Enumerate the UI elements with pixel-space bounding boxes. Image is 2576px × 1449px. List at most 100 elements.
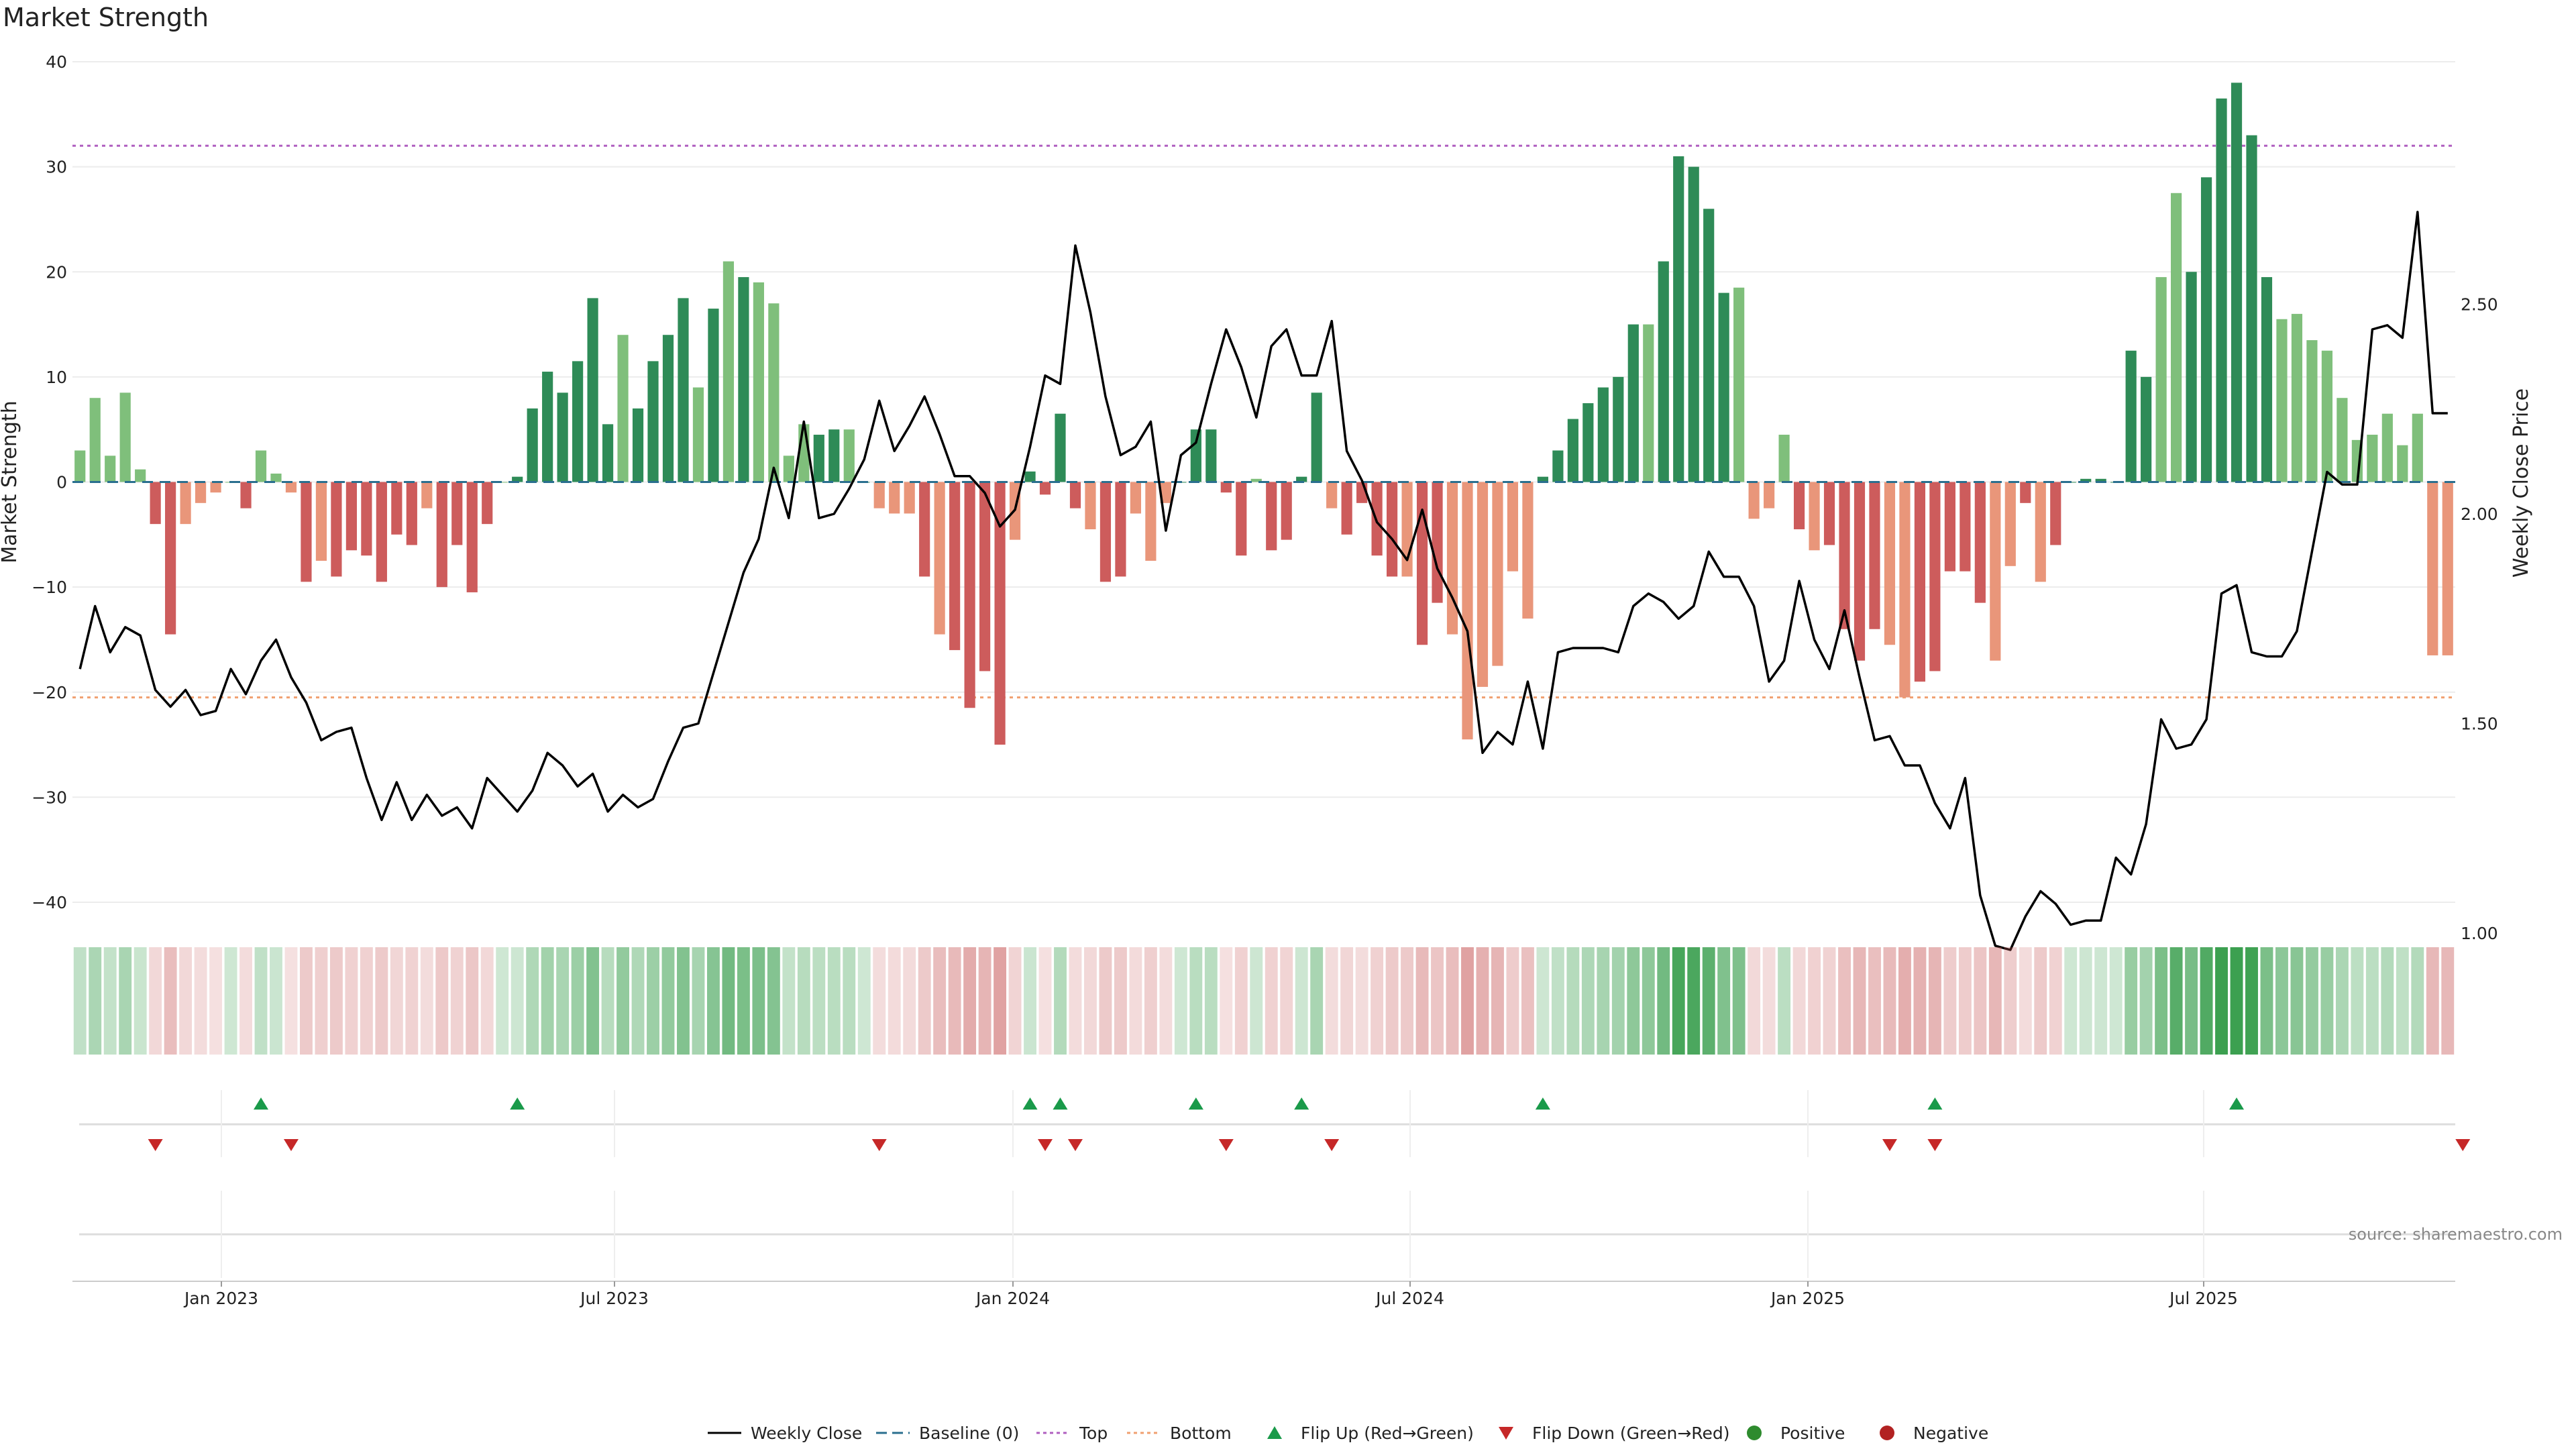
heatmap-cell <box>2139 947 2153 1055</box>
heatmap-cell <box>1250 947 1263 1055</box>
heatmap-cell <box>345 947 358 1055</box>
y-tick-label: 40 <box>46 52 67 72</box>
strength-bar <box>1311 392 1322 482</box>
heatmap-cell <box>1717 947 1731 1055</box>
strength-bar <box>2442 482 2453 655</box>
strength-bar <box>1145 482 1157 561</box>
flip-up-marker <box>510 1097 525 1110</box>
heatmap-cell <box>737 947 750 1055</box>
legend-label: Flip Up (Red→Green) <box>1301 1424 1474 1443</box>
heatmap-cell <box>1792 947 1806 1055</box>
legend-flip-down-icon <box>1499 1427 1513 1440</box>
weekly-close-line <box>78 211 2448 951</box>
strength-bar <box>391 482 402 535</box>
strength-bar <box>2276 319 2288 482</box>
flip-down-marker <box>1038 1139 1053 1151</box>
heatmap-cell <box>1234 947 1248 1055</box>
strength-bar <box>1281 482 1292 540</box>
strength-bar <box>602 424 614 482</box>
strength-bar <box>421 482 433 508</box>
strength-bar <box>1039 482 1051 495</box>
heatmap-cell <box>1204 947 1218 1055</box>
heatmap-cell <box>857 947 871 1055</box>
strength-bar <box>1718 292 1729 482</box>
strength-bar <box>722 261 735 482</box>
strength-bar <box>2367 435 2378 482</box>
heatmap-cell <box>2290 947 2304 1055</box>
heatmap-cell <box>1581 947 1595 1055</box>
heatmap-cell <box>300 947 313 1055</box>
heatmap-cell <box>209 947 223 1055</box>
strength-bar <box>1778 435 1790 482</box>
heatmap-cell <box>239 947 252 1055</box>
heatmap-cell <box>270 947 282 1055</box>
y2-tick-label: 1.00 <box>2461 924 2498 943</box>
strength-bar <box>572 361 584 482</box>
strength-bar <box>1492 482 1503 666</box>
heatmap-cell <box>903 947 916 1055</box>
strength-bar <box>1944 482 1955 572</box>
heatmap-cell <box>2441 947 2455 1055</box>
strength-bar <box>813 435 824 482</box>
heatmap-cell <box>1913 947 1927 1055</box>
strength-bar <box>919 482 930 577</box>
strength-bar <box>1160 482 1171 503</box>
y-tick-label: −30 <box>32 788 67 807</box>
heatmap-cell <box>1762 947 1776 1055</box>
heatmap-cell <box>767 947 780 1055</box>
heatmap-cell <box>1672 947 1685 1055</box>
heatmap-cell <box>1778 947 1791 1055</box>
strength-bar <box>1055 413 1066 482</box>
strength-bar <box>632 408 644 482</box>
strength-bar <box>557 392 568 482</box>
heatmap-cell <box>1642 947 1655 1055</box>
strength-bar <box>1085 482 1096 529</box>
strength-bar <box>285 482 297 493</box>
heatmap-cell <box>1401 947 1414 1055</box>
strength-bar <box>376 482 387 582</box>
heatmap-cell <box>888 947 901 1055</box>
x-tick-label: Jan 2024 <box>975 1289 1050 1308</box>
strength-bar <box>1643 324 1654 482</box>
heatmap-cell <box>1084 947 1097 1055</box>
heatmap-cell <box>1265 947 1278 1055</box>
strength-bar <box>1764 482 1775 508</box>
heatmap-cell <box>1611 947 1625 1055</box>
strength-bar <box>2020 482 2031 503</box>
strength-bar <box>2200 177 2212 482</box>
strength-bar <box>1341 482 1352 535</box>
strength-bar <box>2125 350 2137 482</box>
heatmap-cell <box>2049 947 2062 1055</box>
heatmap-cell <box>752 947 765 1055</box>
heatmap-cell <box>873 947 886 1055</box>
strength-bar <box>2246 135 2257 482</box>
strength-bar <box>1793 482 1805 529</box>
heatmap-cell <box>1069 947 1082 1055</box>
y-tick-label: 20 <box>46 262 67 282</box>
strength-bar <box>2427 482 2438 655</box>
strength-bar <box>994 482 1006 745</box>
strength-bar <box>1477 482 1489 687</box>
y2-tick-label: 2.00 <box>2461 504 2498 524</box>
strength-bar <box>2035 482 2046 582</box>
heatmap-cell <box>254 947 268 1055</box>
heatmap-cell <box>1823 947 1836 1055</box>
heatmap-cell <box>1732 947 1746 1055</box>
legend-flip-up-icon <box>1267 1426 1282 1439</box>
heatmap-cell <box>1189 947 1203 1055</box>
heatmap-cell <box>963 947 977 1055</box>
strength-bar <box>1099 482 1112 582</box>
strength-bar <box>2306 340 2318 482</box>
heatmap-cell <box>1280 947 1293 1055</box>
strength-bar <box>1130 482 1142 514</box>
heatmap-cell <box>2079 947 2092 1055</box>
strength-bar <box>466 482 478 592</box>
heatmap-cell <box>2365 947 2379 1055</box>
heatmap-cell <box>1958 947 1972 1055</box>
heatmap-cell <box>1446 947 1459 1055</box>
strength-bar <box>1809 482 1820 551</box>
heatmap-cell <box>2245 947 2258 1055</box>
heatmap-cell <box>1099 947 1112 1055</box>
heatmap-cell <box>1551 947 1564 1055</box>
